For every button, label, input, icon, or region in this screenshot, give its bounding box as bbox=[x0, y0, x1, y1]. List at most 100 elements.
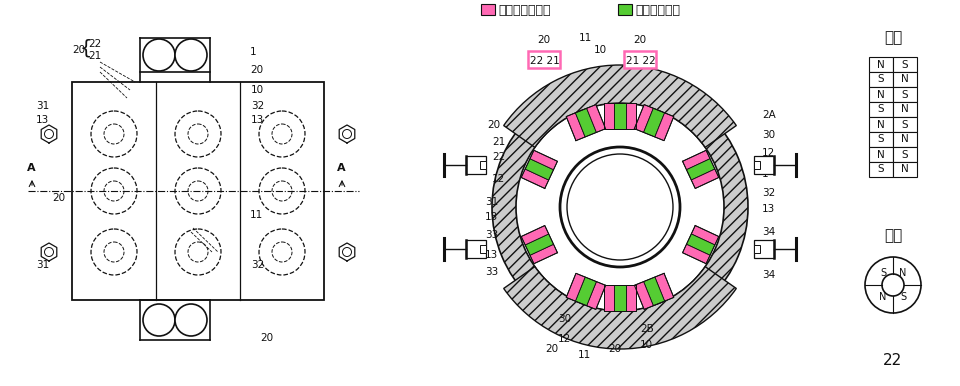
Circle shape bbox=[567, 154, 673, 260]
Text: 22: 22 bbox=[883, 353, 902, 368]
Text: 32: 32 bbox=[251, 101, 264, 111]
Text: S: S bbox=[877, 164, 884, 174]
Text: A: A bbox=[337, 163, 346, 173]
Wedge shape bbox=[504, 65, 736, 147]
Bar bbox=[466, 240, 486, 258]
Circle shape bbox=[865, 257, 921, 313]
Text: 20: 20 bbox=[608, 344, 621, 354]
Polygon shape bbox=[604, 285, 614, 311]
Bar bbox=[869, 117, 893, 132]
Text: 31: 31 bbox=[485, 197, 498, 207]
Bar bbox=[754, 240, 774, 258]
Text: 13: 13 bbox=[36, 115, 49, 125]
Text: S: S bbox=[877, 74, 884, 85]
Circle shape bbox=[343, 129, 351, 139]
Circle shape bbox=[175, 304, 207, 336]
Circle shape bbox=[91, 111, 137, 157]
Text: 20: 20 bbox=[538, 35, 551, 45]
Bar bbox=[754, 245, 760, 253]
Bar bbox=[618, 4, 632, 15]
Polygon shape bbox=[530, 150, 558, 170]
Text: 21: 21 bbox=[88, 51, 101, 61]
Bar bbox=[893, 117, 917, 132]
Text: 1: 1 bbox=[762, 169, 769, 179]
Bar bbox=[893, 102, 917, 117]
Text: S: S bbox=[901, 90, 908, 100]
Text: S: S bbox=[901, 59, 908, 69]
Text: 10: 10 bbox=[593, 45, 607, 55]
Circle shape bbox=[175, 111, 221, 157]
Text: 黒体放射焼結体: 黒体放射焼結体 bbox=[498, 5, 550, 17]
Circle shape bbox=[272, 242, 292, 262]
Text: 13: 13 bbox=[485, 250, 498, 260]
Text: 22: 22 bbox=[492, 152, 505, 162]
Bar bbox=[869, 57, 893, 72]
Text: S: S bbox=[880, 268, 886, 278]
Circle shape bbox=[188, 124, 208, 144]
Text: 20: 20 bbox=[260, 333, 274, 343]
Polygon shape bbox=[521, 169, 549, 188]
Text: N: N bbox=[879, 292, 887, 302]
Text: N: N bbox=[901, 134, 909, 144]
Bar bbox=[528, 51, 560, 68]
Text: 22 21: 22 21 bbox=[530, 56, 560, 66]
Text: N: N bbox=[877, 149, 885, 159]
Bar bbox=[893, 57, 917, 72]
Polygon shape bbox=[575, 277, 596, 306]
Text: 13: 13 bbox=[762, 204, 776, 214]
Polygon shape bbox=[587, 282, 606, 310]
Bar bbox=[893, 87, 917, 102]
Text: 11: 11 bbox=[250, 210, 263, 220]
Text: {: { bbox=[80, 39, 92, 58]
Text: 33: 33 bbox=[485, 267, 498, 277]
Circle shape bbox=[104, 242, 124, 262]
Text: 20: 20 bbox=[634, 35, 647, 45]
Circle shape bbox=[175, 39, 207, 71]
Bar bbox=[893, 72, 917, 87]
Text: 22: 22 bbox=[88, 39, 101, 49]
Polygon shape bbox=[525, 159, 554, 180]
Bar bbox=[72, 82, 324, 300]
Text: 20: 20 bbox=[72, 45, 85, 55]
Text: 2A: 2A bbox=[762, 110, 776, 120]
Circle shape bbox=[104, 124, 124, 144]
Polygon shape bbox=[626, 103, 636, 129]
Text: 13: 13 bbox=[251, 115, 264, 125]
Polygon shape bbox=[525, 234, 554, 255]
Text: 31: 31 bbox=[36, 260, 49, 270]
Text: 20: 20 bbox=[487, 120, 500, 130]
Text: A: A bbox=[27, 163, 36, 173]
Polygon shape bbox=[530, 244, 558, 264]
Text: 12: 12 bbox=[762, 148, 776, 158]
Circle shape bbox=[44, 247, 54, 257]
Text: 11: 11 bbox=[578, 33, 591, 43]
Text: N: N bbox=[877, 59, 885, 69]
Polygon shape bbox=[683, 244, 710, 264]
Bar bbox=[754, 161, 760, 169]
Text: N: N bbox=[877, 120, 885, 129]
Wedge shape bbox=[492, 79, 748, 335]
Polygon shape bbox=[691, 169, 719, 188]
Circle shape bbox=[259, 111, 305, 157]
Text: 13: 13 bbox=[485, 212, 498, 222]
Circle shape bbox=[560, 147, 680, 267]
Text: 11: 11 bbox=[578, 350, 591, 360]
Polygon shape bbox=[635, 105, 654, 132]
Circle shape bbox=[143, 39, 175, 71]
Wedge shape bbox=[504, 267, 736, 349]
Circle shape bbox=[175, 229, 221, 275]
Text: 1: 1 bbox=[250, 47, 256, 57]
Text: 電磁波収束体: 電磁波収束体 bbox=[635, 5, 680, 17]
Bar bbox=[624, 51, 656, 68]
Circle shape bbox=[175, 168, 221, 214]
Bar bbox=[869, 102, 893, 117]
Text: 32: 32 bbox=[762, 188, 776, 198]
Polygon shape bbox=[521, 225, 549, 245]
Polygon shape bbox=[643, 108, 664, 137]
Polygon shape bbox=[643, 277, 664, 306]
Text: 33: 33 bbox=[485, 230, 498, 240]
Circle shape bbox=[188, 242, 208, 262]
Circle shape bbox=[104, 181, 124, 201]
Text: 30: 30 bbox=[762, 130, 775, 140]
Bar bbox=[466, 156, 486, 174]
